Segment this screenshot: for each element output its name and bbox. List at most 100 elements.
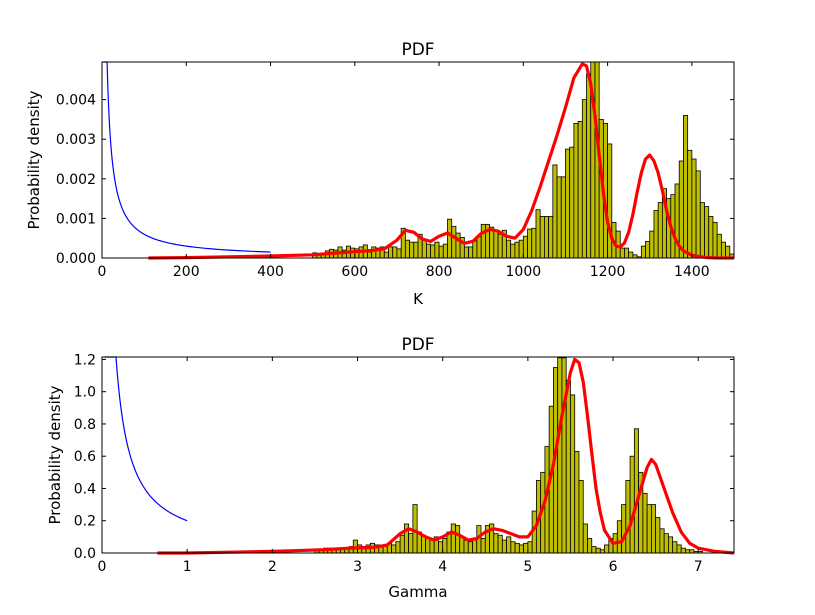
plot-top-y-label: Probability density bbox=[25, 90, 43, 229]
histogram-bar bbox=[581, 99, 587, 259]
histogram-bar bbox=[450, 523, 456, 554]
x-tick-label: 1400 bbox=[674, 264, 710, 280]
histogram-bar bbox=[510, 541, 516, 554]
histogram-bar bbox=[399, 534, 405, 554]
histogram-bar bbox=[577, 120, 583, 259]
histogram-bar bbox=[510, 243, 516, 259]
histogram-bar bbox=[574, 450, 580, 554]
histogram-bar bbox=[582, 523, 588, 554]
histogram-bar bbox=[426, 243, 432, 259]
histogram-bar bbox=[442, 538, 448, 554]
histogram-bar bbox=[480, 223, 486, 259]
plot-bottom-x-ticks: 0 1 2 3 4 5 6 7 bbox=[98, 357, 703, 575]
histogram-bar bbox=[645, 240, 651, 259]
histogram-bar bbox=[408, 533, 414, 554]
histogram-bar bbox=[493, 533, 499, 554]
histogram-bar bbox=[421, 239, 427, 259]
histogram-bar bbox=[531, 227, 537, 259]
x-tick-label: 1000 bbox=[506, 264, 542, 280]
histogram-bar bbox=[560, 176, 566, 259]
histogram-bar bbox=[392, 246, 398, 259]
x-tick-label: 1 bbox=[183, 559, 192, 575]
histogram-bar bbox=[468, 246, 474, 259]
histogram-bar bbox=[720, 241, 726, 259]
histogram-bar bbox=[695, 170, 701, 259]
histogram-bar bbox=[687, 149, 693, 259]
x-tick-label: 2 bbox=[268, 559, 277, 575]
histogram-bar bbox=[391, 544, 397, 554]
histogram-bar bbox=[447, 218, 453, 259]
histogram-bar bbox=[633, 428, 640, 554]
histogram-bar bbox=[561, 357, 567, 554]
histogram-bar bbox=[653, 210, 659, 259]
y-tick-label: 0.001 bbox=[56, 211, 96, 227]
histogram-bar bbox=[539, 216, 545, 259]
histogram-bar bbox=[548, 216, 554, 259]
y-tick-label: 0.8 bbox=[74, 417, 96, 433]
y-tick-label: 0.004 bbox=[56, 93, 96, 109]
histogram-bar bbox=[463, 539, 469, 554]
histogram-bar bbox=[383, 251, 389, 259]
histogram-bar bbox=[409, 241, 415, 259]
histogram-bar bbox=[621, 504, 627, 554]
histogram-bar bbox=[429, 539, 435, 554]
histogram-bar bbox=[527, 541, 533, 554]
histogram-bar bbox=[404, 239, 410, 259]
histogram-bar bbox=[518, 239, 524, 259]
y-tick-label: 0.003 bbox=[56, 132, 96, 148]
plot-bottom-prior-line bbox=[104, 356, 188, 522]
plot-bottom-x-label: Gamma bbox=[388, 583, 447, 601]
histogram-bar bbox=[451, 225, 457, 259]
y-tick-label: 0.6 bbox=[74, 449, 96, 465]
histogram-bar bbox=[396, 248, 402, 259]
plot-top-title: PDF bbox=[401, 40, 434, 60]
histogram-bar bbox=[476, 235, 482, 259]
histogram-bar bbox=[382, 546, 388, 554]
x-tick-label: 200 bbox=[173, 264, 200, 280]
plot-bottom-y-ticks: 0.0 0.2 0.4 0.6 0.8 1.0 1.2 bbox=[74, 352, 734, 562]
histogram-bar bbox=[578, 480, 584, 554]
histogram-bar bbox=[569, 146, 575, 259]
histogram-bar bbox=[506, 536, 512, 554]
histogram-bar bbox=[640, 245, 646, 259]
histogram-bar bbox=[573, 122, 579, 259]
histogram-bar bbox=[522, 235, 528, 259]
histogram-bar bbox=[565, 148, 571, 259]
histogram-bar bbox=[388, 246, 394, 259]
plot-bottom-y-label: Probability density bbox=[46, 385, 64, 524]
histogram-bar bbox=[699, 202, 705, 259]
histogram-bar bbox=[497, 534, 503, 554]
plot-top-x-label: K bbox=[413, 290, 424, 308]
plot-bottom-axes-frame bbox=[101, 356, 735, 554]
histogram-bar bbox=[527, 228, 533, 259]
histogram-bar bbox=[657, 202, 663, 259]
x-tick-label: 0 bbox=[98, 559, 107, 575]
histogram-bar bbox=[712, 221, 718, 259]
x-tick-label: 4 bbox=[438, 559, 447, 575]
histogram-bar bbox=[472, 539, 478, 554]
histogram-bar bbox=[434, 241, 440, 259]
plot-bottom-kde-line bbox=[157, 357, 735, 555]
histogram-bar bbox=[649, 230, 655, 259]
y-tick-label: 1.2 bbox=[74, 352, 96, 368]
plot-bottom-title: PDF bbox=[401, 335, 434, 355]
plot-top-x-ticks: 0 200 400 600 800 1000 1200 1400 bbox=[98, 62, 710, 280]
histogram-bar bbox=[557, 357, 563, 554]
histogram-bar bbox=[716, 233, 722, 259]
histogram-bar bbox=[367, 251, 373, 259]
histogram-bar bbox=[672, 541, 678, 554]
x-tick-label: 800 bbox=[426, 264, 453, 280]
histogram-bar bbox=[535, 209, 541, 259]
x-tick-label: 5 bbox=[523, 559, 532, 575]
histogram-bar bbox=[587, 538, 593, 554]
histogram-bar bbox=[565, 379, 571, 554]
histogram-bar bbox=[518, 544, 525, 554]
histogram-bar bbox=[683, 115, 689, 259]
histogram-bar bbox=[463, 246, 469, 259]
x-tick-label: 1200 bbox=[590, 264, 626, 280]
y-tick-label: 1.0 bbox=[74, 385, 96, 401]
histogram-bar bbox=[629, 455, 635, 554]
histogram-bar bbox=[413, 241, 419, 259]
histogram-bar bbox=[591, 546, 597, 554]
